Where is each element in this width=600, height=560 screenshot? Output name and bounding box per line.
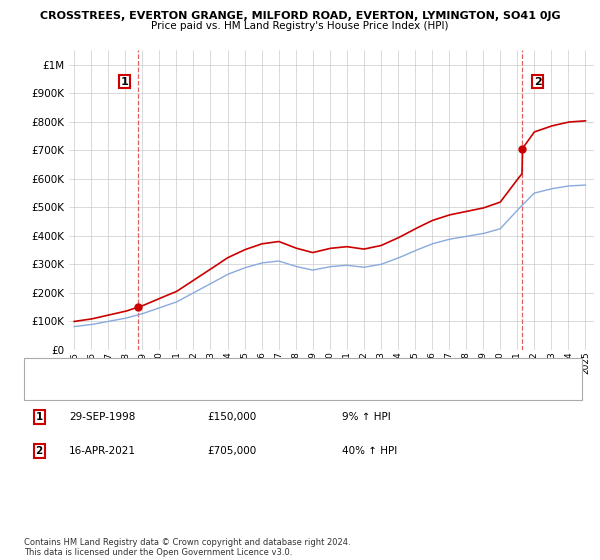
Text: 2: 2: [35, 446, 43, 456]
Text: CROSSTREES, EVERTON GRANGE, MILFORD ROAD, EVERTON, LYMINGTON, SO41 0JG (de: CROSSTREES, EVERTON GRANGE, MILFORD ROAD…: [69, 367, 450, 376]
Text: 1: 1: [121, 77, 128, 87]
Text: CROSSTREES, EVERTON GRANGE, MILFORD ROAD, EVERTON, LYMINGTON, SO41 0JG: CROSSTREES, EVERTON GRANGE, MILFORD ROAD…: [40, 11, 560, 21]
Text: 1: 1: [35, 412, 43, 422]
Text: 29-SEP-1998: 29-SEP-1998: [69, 412, 136, 422]
Text: £705,000: £705,000: [207, 446, 256, 456]
Text: Price paid vs. HM Land Registry's House Price Index (HPI): Price paid vs. HM Land Registry's House …: [151, 21, 449, 31]
Text: 9% ↑ HPI: 9% ↑ HPI: [342, 412, 391, 422]
Text: HPI: Average price, detached house, New Forest: HPI: Average price, detached house, New …: [69, 386, 277, 395]
Text: 16-APR-2021: 16-APR-2021: [69, 446, 136, 456]
Text: Contains HM Land Registry data © Crown copyright and database right 2024.
This d: Contains HM Land Registry data © Crown c…: [24, 538, 350, 557]
Text: 40% ↑ HPI: 40% ↑ HPI: [342, 446, 397, 456]
Text: 2: 2: [534, 77, 541, 87]
Text: £150,000: £150,000: [207, 412, 256, 422]
